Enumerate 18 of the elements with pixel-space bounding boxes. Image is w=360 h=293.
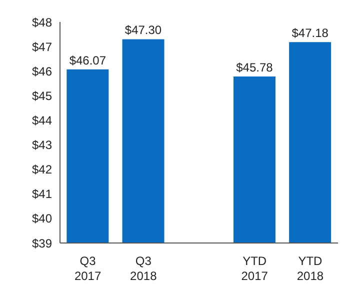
- x-tick-label: Q3 2018: [130, 254, 158, 283]
- data-label: $47.30: [124, 23, 162, 38]
- x-tick-label: YTD 2017: [241, 254, 268, 283]
- data-label: $47.18: [292, 26, 329, 40]
- y-tick-label: $40: [32, 212, 52, 226]
- y-tick-label: $41: [32, 187, 52, 202]
- y-tick-label: $43: [32, 138, 52, 152]
- data-label: $46.07: [69, 53, 106, 68]
- y-tick-label: $45: [32, 88, 52, 103]
- y-tick-label: $46: [32, 64, 52, 78]
- data-label: $45.78: [236, 60, 274, 75]
- y-tick-label: $44: [32, 113, 52, 128]
- y-tick-label: $47: [32, 40, 52, 54]
- y-tick-label: $42: [32, 162, 52, 177]
- x-tick-label: Q3 2017: [74, 254, 102, 283]
- y-tick-label: $39: [32, 236, 52, 250]
- y-tick-label: $48: [32, 15, 52, 30]
- x-tick-label: YTD 2018: [296, 254, 324, 283]
